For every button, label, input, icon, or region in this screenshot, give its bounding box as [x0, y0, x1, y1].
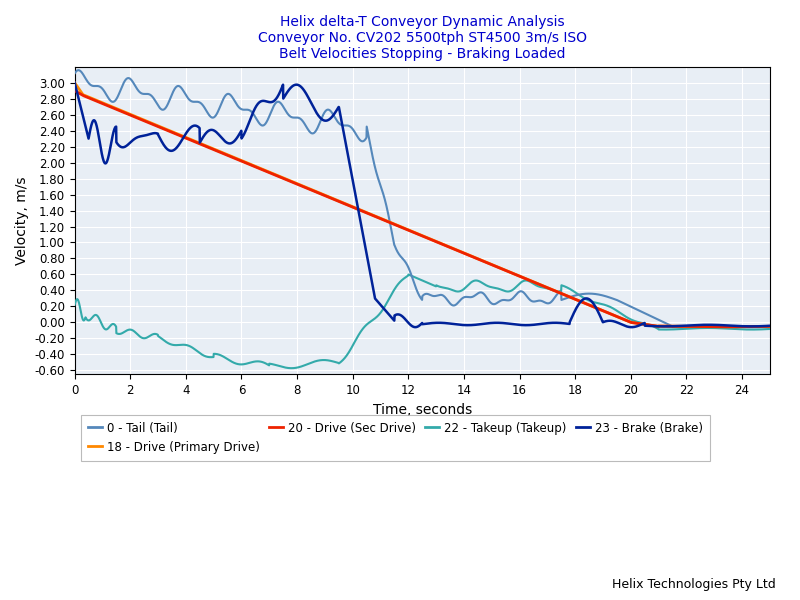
Y-axis label: Velocity, m/s: Velocity, m/s	[15, 176, 29, 265]
Title: Helix delta-T Conveyor Dynamic Analysis
Conveyor No. CV202 5500tph ST4500 3m/s I: Helix delta-T Conveyor Dynamic Analysis …	[258, 15, 586, 61]
Legend: 0 - Tail (Tail), 18 - Drive (Primary Drive), 20 - Drive (Sec Drive), 22 - Takeup: 0 - Tail (Tail), 18 - Drive (Primary Dri…	[81, 415, 710, 461]
X-axis label: Time, seconds: Time, seconds	[373, 403, 472, 416]
Text: Helix Technologies Pty Ltd: Helix Technologies Pty Ltd	[612, 578, 776, 591]
